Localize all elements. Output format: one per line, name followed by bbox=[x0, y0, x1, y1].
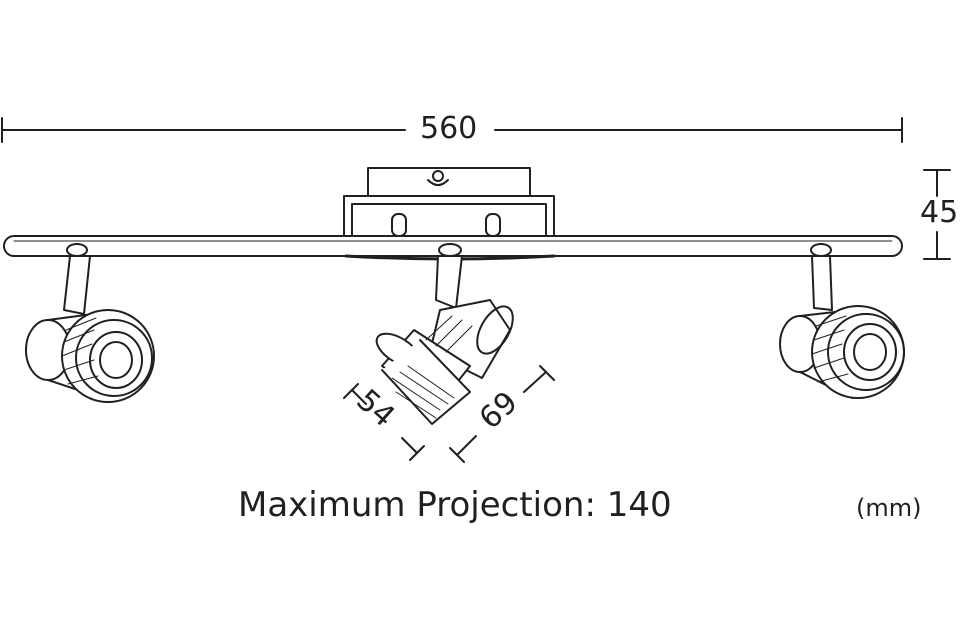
ceiling-mount bbox=[343, 167, 555, 237]
overall-length-label: 560 bbox=[420, 111, 478, 146]
head-diameter-dimension-line bbox=[343, 383, 425, 461]
width-dimension-line bbox=[1, 117, 903, 143]
unit-label: (mm) bbox=[856, 494, 922, 522]
projection-caption: Maximum Projection: 140 bbox=[238, 485, 672, 525]
center-spotlight bbox=[375, 243, 514, 425]
left-spotlight bbox=[25, 243, 155, 403]
height-dimension-line bbox=[923, 169, 951, 260]
right-spotlight bbox=[779, 243, 905, 399]
head-depth-dimension-line bbox=[449, 365, 555, 463]
height-label: 45 bbox=[920, 195, 959, 230]
